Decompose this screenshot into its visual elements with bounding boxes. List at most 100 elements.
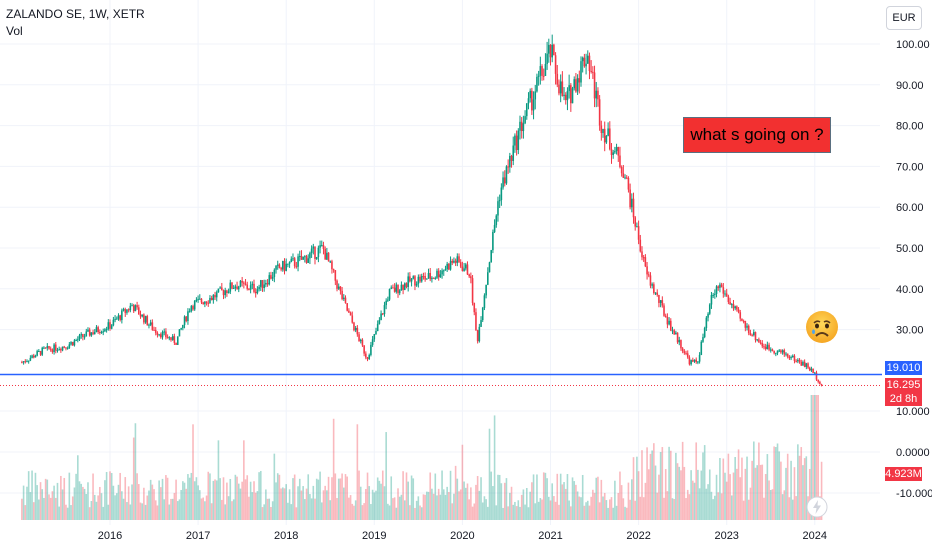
candle-body [266, 282, 269, 285]
candle-body [480, 320, 482, 327]
candle-body [61, 346, 64, 351]
sad-tear-face-icon[interactable] [805, 310, 839, 344]
candle-body [398, 290, 401, 294]
volume-bar [175, 479, 177, 520]
volume-bar [190, 472, 193, 520]
volume-bar [522, 489, 525, 520]
candle-body [48, 346, 50, 349]
volume-bar [668, 446, 670, 520]
candle-body [395, 284, 398, 292]
volume-bar [304, 499, 306, 520]
time-tick-label: 2016 [98, 530, 122, 542]
volume-bar [182, 481, 184, 520]
time-tick-label: 2024 [803, 530, 827, 542]
volume-bar [276, 473, 279, 520]
volume-bar [741, 457, 743, 520]
volume-bar [315, 478, 318, 520]
volume-bar [622, 498, 625, 520]
volume-bar [380, 483, 382, 520]
volume-bar [442, 489, 445, 520]
candle-body [797, 359, 799, 362]
volume-bar [605, 500, 608, 520]
candle-body [165, 331, 167, 338]
volume-bar [790, 460, 792, 520]
candle-body [95, 327, 98, 333]
candle-body [534, 91, 537, 100]
candle-body [507, 166, 509, 168]
candle-body [544, 64, 547, 77]
candle-body [656, 292, 659, 295]
volume-tick-label: -10.000 [896, 488, 932, 500]
chart-header: ZALANDO SE, 1W, XETR Vol [6, 7, 145, 38]
currency-button[interactable]: EUR [886, 6, 922, 30]
volume-bar [719, 458, 721, 520]
volume-bar [275, 482, 277, 520]
volume-bar [664, 469, 667, 520]
volume-indicator-label[interactable]: Vol [6, 24, 23, 38]
candle-body [337, 286, 340, 289]
volume-bar [656, 492, 659, 520]
candle-body [644, 257, 647, 267]
symbol-title[interactable]: ZALANDO SE, 1W, XETR [6, 7, 145, 21]
candle-body [41, 347, 44, 355]
candle-body [278, 264, 281, 268]
volume-bar [378, 480, 381, 520]
volume-bar [503, 482, 506, 520]
volume-bar [219, 478, 221, 520]
volume-bar [158, 480, 160, 520]
volume-bar [636, 456, 638, 520]
volume-bars [21, 395, 823, 520]
candle-body [610, 149, 613, 155]
candle-body [681, 348, 684, 352]
volume-bar [432, 493, 435, 520]
candle-body [627, 177, 630, 190]
candle-body [390, 287, 393, 290]
volume-bar [641, 450, 643, 520]
volume-bar [107, 504, 110, 520]
candle-body [166, 337, 169, 339]
volume-bar [517, 500, 520, 520]
volume-bar [148, 490, 150, 520]
volume-bar [814, 395, 816, 520]
volume-bar [24, 505, 27, 520]
candle-body [820, 384, 823, 386]
candle-body [60, 349, 62, 351]
volume-bar [448, 492, 450, 520]
candle-body [403, 283, 406, 290]
volume-bar [578, 496, 581, 520]
candle-body [625, 177, 628, 179]
volume-bar [129, 504, 132, 520]
candle-body [768, 344, 770, 350]
candle-body [88, 329, 91, 336]
candle-body [592, 71, 594, 73]
volume-bar [61, 489, 64, 520]
volume-bar [568, 500, 570, 520]
candle-body [568, 85, 570, 92]
last-price-label: 16.295 [885, 378, 922, 392]
time-tick-label: 2017 [186, 530, 210, 542]
volume-bar [99, 486, 101, 520]
candle-body [409, 276, 411, 282]
volume-bar [268, 498, 271, 520]
candle-body [695, 359, 698, 363]
candle-body [146, 316, 149, 326]
volume-bar [808, 468, 811, 520]
volume-bar [597, 476, 599, 520]
volume-bar [658, 474, 660, 520]
volume-bar [143, 487, 145, 520]
volume-bar [361, 505, 364, 520]
candle-body [31, 355, 33, 358]
candle-body [803, 361, 806, 367]
candle-body [509, 155, 511, 168]
candle-body [551, 44, 553, 58]
lightning-bolt-icon[interactable] [806, 496, 828, 518]
volume-bar [171, 498, 174, 520]
volume-bar [444, 494, 447, 520]
volume-bar [297, 486, 299, 520]
volume-bar [95, 501, 98, 520]
volume-bar [29, 492, 32, 520]
annotation-text-box[interactable]: what s going on ? [683, 117, 831, 153]
candle-body [251, 283, 254, 286]
candle-body [298, 255, 301, 257]
